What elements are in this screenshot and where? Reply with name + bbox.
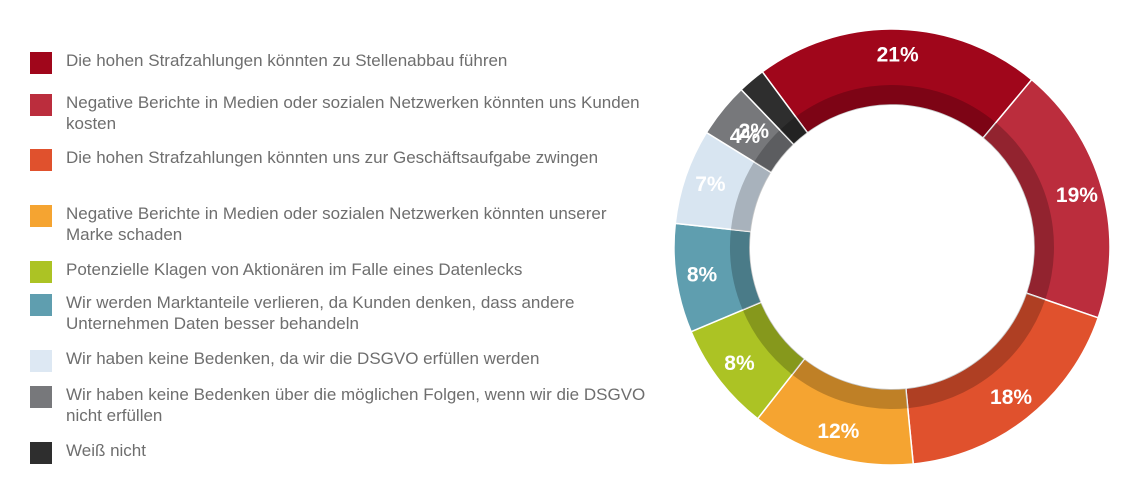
slice-value-label: 12% [817, 420, 859, 443]
legend-swatch [30, 294, 52, 316]
legend-label: Negative Berichte in Medien oder soziale… [66, 93, 640, 133]
legend-label: Negative Berichte in Medien oder soziale… [66, 204, 607, 244]
slice-value-label: 4% [730, 125, 761, 148]
legend-swatch [30, 52, 52, 74]
donut-slice-inner-band [905, 293, 1046, 409]
legend-swatch [30, 149, 52, 171]
legend-swatch [30, 442, 52, 464]
donut-slice-inner-band [795, 85, 996, 139]
slice-value-label: 2% [739, 120, 770, 143]
donut-slice-inner-band [983, 122, 1054, 300]
slice-value-label: 7% [695, 173, 726, 196]
donut-slice-inner-band [792, 358, 908, 409]
slice-value-label: 18% [990, 386, 1032, 409]
slice-value-label: 8% [687, 263, 718, 286]
slice-value-label: 19% [1056, 184, 1098, 207]
legend-swatch [30, 94, 52, 116]
legend-label: Weiß nicht [66, 441, 146, 460]
donut-slice-inner-band [779, 116, 808, 145]
legend-label: Potenzielle Klagen von Aktionären im Fal… [66, 260, 523, 279]
slice-value-label: 21% [877, 44, 919, 67]
legend-label: Wir werden Marktanteile verlieren, da Ku… [66, 293, 575, 333]
legend-swatch [30, 350, 52, 372]
donut-slice-inner-band [730, 229, 762, 310]
donut-slice [905, 292, 1100, 465]
slice-value-label: 8% [724, 352, 755, 375]
legend-label: Wir haben keine Bedenken über die möglic… [66, 385, 646, 425]
donut-slice-inner-band [754, 130, 794, 173]
legend-label: Wir haben keine Bedenken, da wir die DSG… [66, 349, 540, 368]
donut-slice [740, 70, 809, 146]
legend-swatch [30, 261, 52, 283]
legend-label: Die hohen Strafzahlungen könnten zu Stel… [66, 51, 508, 70]
donut-slice-inner-band [730, 161, 772, 232]
legend-swatch [30, 205, 52, 227]
legend-label: Die hohen Strafzahlungen könnten uns zur… [66, 148, 599, 167]
legend-swatch [30, 386, 52, 408]
donut-slice-inner-band [742, 302, 805, 375]
chart-legend: Die hohen Strafzahlungen könnten zu Stel… [30, 0, 670, 490]
donut-chart: 21% 19% 18% 12% 8% 8% 7% 4%2% [673, 28, 1111, 466]
